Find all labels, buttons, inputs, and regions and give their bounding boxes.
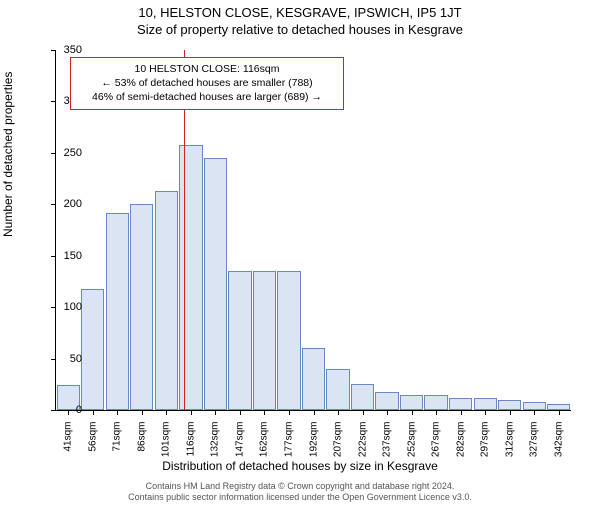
xtick-mark [289,410,290,415]
annotation-box: 10 HELSTON CLOSE: 116sqm ← 53% of detach… [70,57,344,110]
attribution-line2: Contains public sector information licen… [0,492,600,503]
xtick-mark [215,410,216,415]
x-axis-label: Distribution of detached houses by size … [0,459,600,473]
xtick-mark [314,410,315,415]
annotation-line3: 46% of semi-detached houses are larger (… [77,90,337,104]
annotation-line2: ← 53% of detached houses are smaller (78… [77,76,337,90]
ytick-label: 100 [52,301,82,313]
xtick-mark [510,410,511,415]
xtick-mark [142,410,143,415]
xtick-mark [363,410,364,415]
annotation-line1: 10 HELSTON CLOSE: 116sqm [77,62,337,76]
ytick-label: 350 [52,44,82,56]
xtick-mark [436,410,437,415]
xtick-mark [461,410,462,415]
attribution-line1: Contains HM Land Registry data © Crown c… [0,481,600,492]
ytick-label: 200 [52,198,82,210]
xtick-mark [93,410,94,415]
ytick-label: 0 [52,404,82,416]
xtick-mark [117,410,118,415]
xtick-mark [166,410,167,415]
page-title-address: 10, HELSTON CLOSE, KESGRAVE, IPSWICH, IP… [0,5,600,20]
xtick-mark [191,410,192,415]
ytick-label: 150 [52,250,82,262]
ytick-label: 250 [52,147,82,159]
xtick-mark [559,410,560,415]
xtick-mark [412,410,413,415]
xtick-mark [387,410,388,415]
page-subtitle: Size of property relative to detached ho… [0,22,600,37]
xtick-mark [485,410,486,415]
xtick-mark [240,410,241,415]
ytick-label: 50 [52,353,82,365]
xtick-mark [264,410,265,415]
xtick-mark [534,410,535,415]
y-axis-label: Number of detached properties [1,72,15,237]
xtick-mark [338,410,339,415]
